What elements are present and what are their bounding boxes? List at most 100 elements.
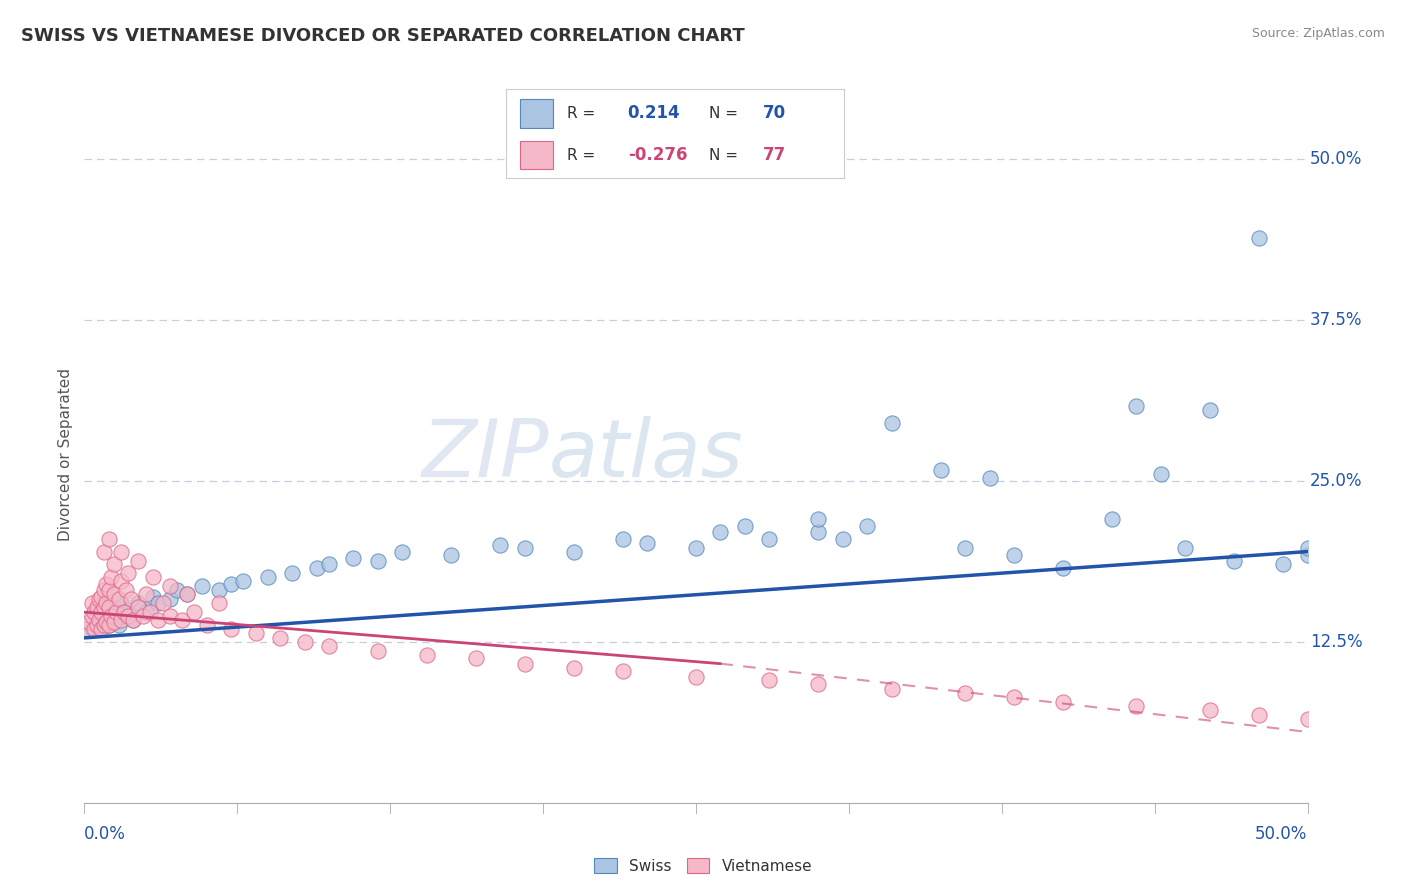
Point: [318, 558, 340, 572]
Text: 77: 77: [762, 146, 786, 164]
Text: atlas: atlas: [550, 416, 744, 494]
Point: [1174, 541, 1197, 555]
Point: [208, 583, 231, 598]
Point: [97, 583, 120, 598]
Text: ZIP: ZIP: [422, 416, 550, 494]
Text: 12.5%: 12.5%: [1310, 632, 1362, 651]
Point: [219, 622, 242, 636]
Point: [103, 615, 125, 630]
Point: [953, 686, 976, 700]
Point: [953, 541, 976, 555]
Point: [513, 541, 536, 555]
Point: [80, 622, 103, 636]
Point: [489, 538, 512, 552]
Point: [1125, 399, 1147, 413]
Point: [93, 618, 115, 632]
Point: [122, 613, 145, 627]
Point: [807, 677, 830, 691]
Point: [97, 599, 120, 614]
Text: 25.0%: 25.0%: [1310, 472, 1362, 490]
Point: [103, 605, 125, 619]
Point: [1125, 699, 1147, 714]
Point: [103, 587, 125, 601]
Point: [127, 596, 149, 610]
Text: R =: R =: [567, 148, 600, 162]
Point: [685, 541, 707, 555]
Point: [929, 463, 952, 477]
Point: [127, 553, 149, 567]
Point: [100, 609, 122, 624]
Point: [1198, 402, 1220, 417]
Point: [90, 602, 112, 616]
Point: [856, 518, 879, 533]
Point: [1101, 512, 1123, 526]
Point: [464, 651, 486, 665]
Point: [513, 657, 536, 671]
Point: [1296, 541, 1319, 555]
Point: [1002, 690, 1025, 705]
Point: [96, 615, 118, 630]
Point: [685, 669, 707, 683]
Point: [183, 605, 205, 619]
Point: [93, 618, 115, 632]
Point: [142, 590, 165, 604]
Point: [90, 622, 112, 636]
Point: [135, 587, 157, 601]
Point: [86, 618, 108, 632]
Legend: Swiss, Vietnamese: Swiss, Vietnamese: [588, 852, 818, 880]
Point: [172, 613, 194, 627]
Point: [159, 592, 181, 607]
Text: N =: N =: [709, 148, 742, 162]
Point: [636, 535, 658, 549]
Point: [807, 525, 830, 540]
Point: [80, 609, 103, 624]
Point: [90, 605, 112, 619]
FancyBboxPatch shape: [520, 141, 554, 169]
Point: [93, 544, 115, 558]
Point: [1247, 231, 1270, 245]
Point: [83, 605, 105, 619]
Point: [87, 615, 110, 630]
Point: [107, 618, 129, 632]
Point: [440, 549, 463, 563]
Point: [318, 639, 340, 653]
Point: [110, 613, 132, 627]
Point: [127, 599, 149, 614]
Point: [80, 596, 103, 610]
Point: [86, 599, 108, 614]
Point: [83, 622, 105, 636]
Point: [132, 609, 155, 624]
Point: [612, 532, 634, 546]
Point: [77, 615, 100, 630]
Point: [979, 471, 1001, 485]
Point: [135, 605, 157, 619]
Point: [139, 605, 162, 619]
Point: [110, 574, 132, 589]
Point: [709, 525, 731, 540]
Point: [1247, 708, 1270, 723]
Point: [880, 416, 903, 430]
Point: [191, 579, 214, 593]
Point: [152, 596, 174, 610]
Point: [1272, 558, 1295, 572]
Point: [232, 574, 254, 589]
Point: [100, 570, 122, 584]
Point: [87, 592, 110, 607]
Point: [612, 665, 634, 679]
Point: [1052, 561, 1074, 575]
Point: [86, 609, 108, 624]
Text: R =: R =: [567, 106, 600, 120]
Point: [758, 532, 780, 546]
Point: [305, 561, 328, 575]
Point: [90, 590, 112, 604]
Text: 37.5%: 37.5%: [1310, 310, 1362, 328]
Point: [195, 618, 218, 632]
Point: [391, 544, 413, 558]
Point: [103, 558, 125, 572]
Point: [100, 599, 122, 614]
Point: [159, 579, 181, 593]
Point: [112, 605, 135, 619]
Point: [257, 570, 280, 584]
Point: [880, 682, 903, 697]
Point: [342, 551, 364, 566]
